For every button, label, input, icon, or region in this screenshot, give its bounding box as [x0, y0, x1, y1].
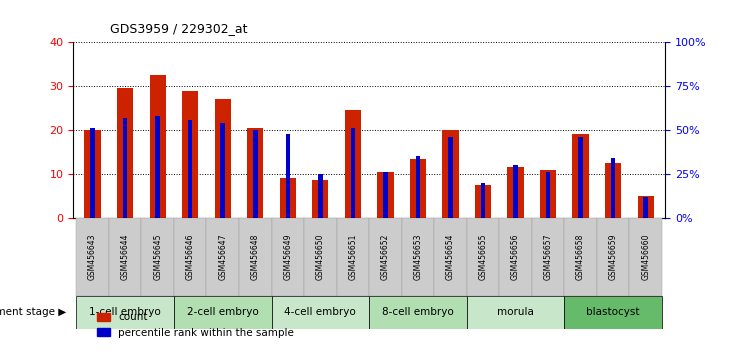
- Text: 8-cell embryo: 8-cell embryo: [382, 307, 454, 318]
- Bar: [312, 181, 328, 218]
- Text: GSM456647: GSM456647: [219, 233, 227, 280]
- Text: GSM456658: GSM456658: [576, 233, 585, 280]
- Bar: [629, 218, 662, 296]
- Bar: [271, 296, 369, 329]
- Bar: [141, 218, 174, 296]
- Text: GSM456643: GSM456643: [88, 233, 97, 280]
- Bar: [117, 88, 133, 218]
- Bar: [76, 296, 174, 329]
- Text: GSM456650: GSM456650: [316, 233, 325, 280]
- Bar: [637, 196, 654, 218]
- Bar: [540, 170, 556, 218]
- Bar: [416, 156, 420, 218]
- Bar: [467, 296, 564, 329]
- Bar: [597, 218, 629, 296]
- Bar: [532, 218, 564, 296]
- Bar: [369, 218, 402, 296]
- Bar: [564, 296, 662, 329]
- Legend: count, percentile rank within the sample: count, percentile rank within the sample: [93, 308, 298, 342]
- Bar: [377, 172, 393, 218]
- Bar: [345, 110, 361, 218]
- Bar: [109, 218, 141, 296]
- Text: GSM456645: GSM456645: [154, 233, 162, 280]
- Bar: [221, 123, 225, 218]
- Bar: [611, 158, 616, 218]
- Bar: [442, 130, 458, 218]
- Bar: [643, 197, 648, 218]
- Bar: [578, 137, 583, 218]
- Text: 2-cell embryo: 2-cell embryo: [187, 307, 259, 318]
- Text: GSM456653: GSM456653: [414, 233, 423, 280]
- Bar: [513, 165, 518, 218]
- Bar: [605, 163, 621, 218]
- Text: GSM456649: GSM456649: [284, 233, 292, 280]
- Bar: [572, 135, 588, 218]
- Bar: [475, 185, 491, 218]
- Text: GDS3959 / 229302_at: GDS3959 / 229302_at: [110, 22, 247, 35]
- Bar: [286, 133, 290, 218]
- Bar: [280, 178, 296, 218]
- Bar: [174, 218, 206, 296]
- Bar: [434, 218, 467, 296]
- Text: GSM456651: GSM456651: [349, 233, 357, 280]
- Bar: [546, 172, 550, 218]
- Bar: [402, 218, 434, 296]
- Bar: [304, 218, 336, 296]
- Bar: [239, 218, 271, 296]
- Bar: [76, 218, 109, 296]
- Bar: [253, 130, 257, 218]
- Text: development stage ▶: development stage ▶: [0, 307, 66, 318]
- Bar: [410, 159, 426, 218]
- Bar: [91, 129, 95, 218]
- Bar: [247, 128, 263, 218]
- Bar: [215, 99, 231, 218]
- Text: GSM456646: GSM456646: [186, 233, 194, 280]
- Bar: [383, 172, 387, 218]
- Bar: [156, 116, 160, 218]
- Text: GSM456654: GSM456654: [446, 233, 455, 280]
- Bar: [507, 167, 523, 218]
- Bar: [182, 91, 198, 218]
- Bar: [564, 218, 597, 296]
- Text: GSM456648: GSM456648: [251, 233, 260, 280]
- Text: blastocyst: blastocyst: [586, 307, 640, 318]
- Text: 1-cell embryo: 1-cell embryo: [89, 307, 161, 318]
- Bar: [448, 137, 452, 218]
- Bar: [351, 129, 355, 218]
- Bar: [369, 296, 467, 329]
- Bar: [174, 296, 271, 329]
- Bar: [467, 218, 499, 296]
- Bar: [499, 218, 532, 296]
- Bar: [123, 118, 127, 218]
- Bar: [188, 120, 192, 218]
- Bar: [271, 218, 304, 296]
- Text: GSM456659: GSM456659: [609, 233, 618, 280]
- Bar: [481, 183, 485, 218]
- Text: 4-cell embryo: 4-cell embryo: [284, 307, 356, 318]
- Text: GSM456655: GSM456655: [479, 233, 488, 280]
- Bar: [85, 130, 101, 218]
- Bar: [336, 218, 369, 296]
- Text: GSM456656: GSM456656: [511, 233, 520, 280]
- Bar: [150, 75, 166, 218]
- Text: GSM456660: GSM456660: [641, 233, 650, 280]
- Bar: [206, 218, 239, 296]
- Bar: [318, 174, 322, 218]
- Text: GSM456652: GSM456652: [381, 233, 390, 280]
- Text: GSM456644: GSM456644: [121, 233, 129, 280]
- Text: morula: morula: [497, 307, 534, 318]
- Text: GSM456657: GSM456657: [544, 233, 553, 280]
